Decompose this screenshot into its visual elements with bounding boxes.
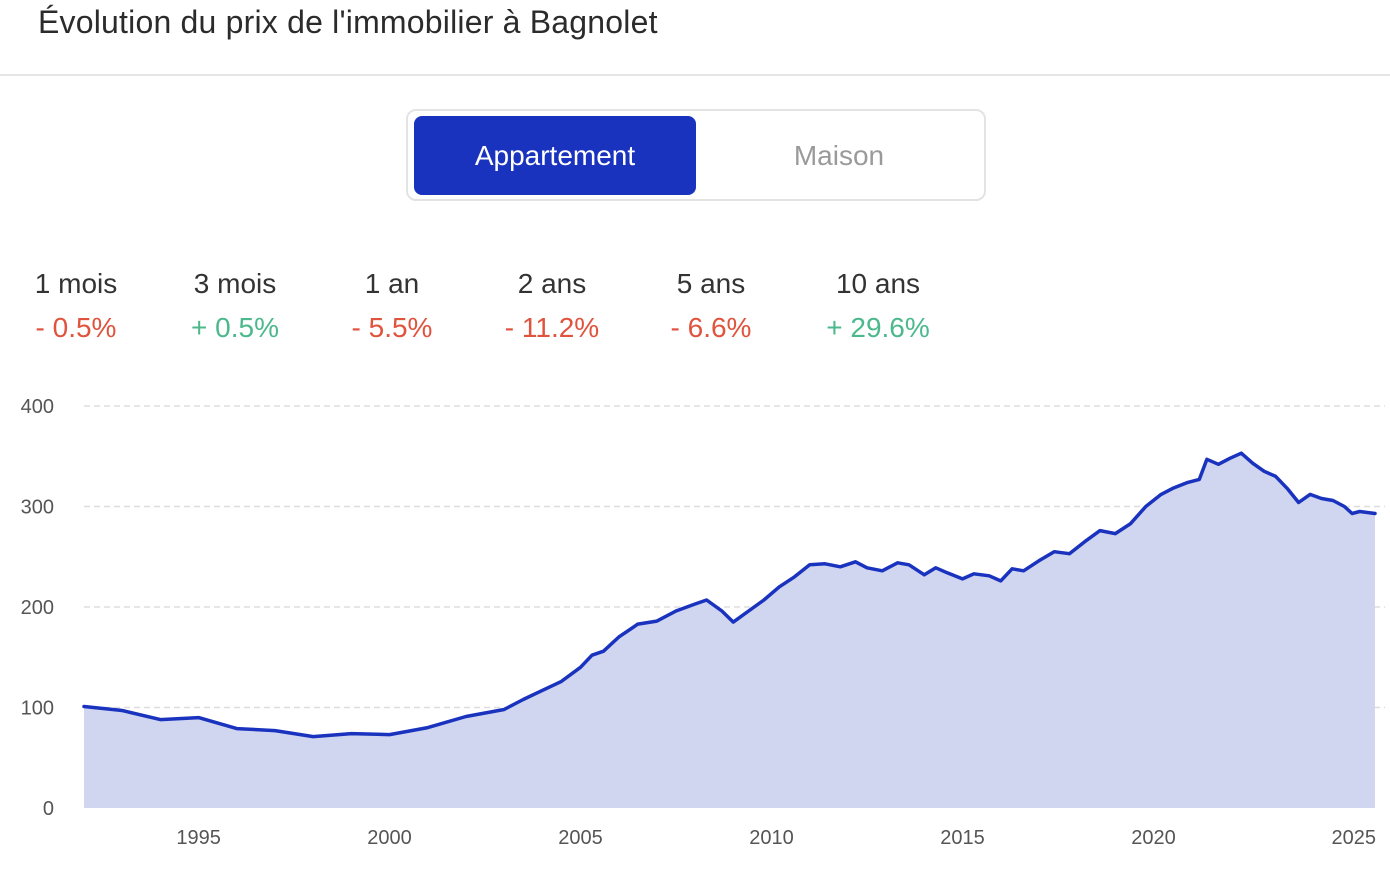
- stat-label: 1 mois: [34, 268, 118, 299]
- page-header: Évolution du prix de l'immobilier à Bagn…: [0, 0, 1390, 76]
- stat-2-ans: 2 ans - 11.2%: [502, 268, 602, 344]
- stat-value: + 0.5%: [191, 312, 279, 343]
- toggle-appartement-button[interactable]: Appartement: [414, 116, 696, 195]
- stat-value: + 29.6%: [826, 312, 930, 343]
- stat-label: 2 ans: [517, 268, 587, 299]
- price-chart-svg: 0 100 200 300 400 1995 2000 2005 2010 2015 2020 202…: [21, 396, 1385, 849]
- toggle-maison-button[interactable]: Maison: [793, 139, 885, 171]
- y-tick-label: 400: [21, 396, 54, 418]
- x-tick-label: 2010: [749, 827, 794, 849]
- page-title: Évolution du prix de l'immobilier à Bagn…: [38, 4, 658, 40]
- stat-value: - 6.6%: [670, 312, 752, 343]
- y-tick-label: 300: [21, 497, 54, 519]
- stat-value: - 0.5%: [35, 312, 117, 343]
- stat-1-mois: 1 mois - 0.5%: [30, 268, 122, 344]
- x-tick-label: 2015: [940, 827, 985, 849]
- x-tick-label: 2005: [558, 827, 603, 849]
- x-tick-label: 2025: [1332, 827, 1377, 849]
- y-tick-label: 200: [21, 597, 54, 619]
- y-tick-label: 100: [21, 698, 54, 720]
- stat-1-an: 1 an - 5.5%: [346, 268, 438, 344]
- stat-label: 1 an: [364, 268, 420, 299]
- price-change-stats: 1 mois - 0.5% 3 mois + 0.5% 1 an - 5.5% …: [0, 268, 1000, 358]
- property-type-toggle: Appartement Maison: [406, 109, 986, 201]
- stat-5-ans: 5 ans - 6.6%: [664, 268, 758, 344]
- stat-3-mois: 3 mois + 0.5%: [186, 268, 284, 344]
- x-tick-label: 2000: [367, 827, 412, 849]
- price-area: [84, 453, 1375, 808]
- price-chart: 0 100 200 300 400 1995 2000 2005 2010 2015 2020 202…: [0, 380, 1390, 868]
- y-tick-label: 0: [43, 798, 54, 820]
- stat-label: 3 mois: [193, 268, 277, 299]
- stat-value: - 11.2%: [504, 312, 600, 343]
- stat-label: 10 ans: [835, 268, 921, 299]
- stat-label: 5 ans: [676, 268, 746, 299]
- price-line: [82, 451, 1377, 739]
- stat-value: - 5.5%: [351, 312, 433, 343]
- x-tick-label: 2020: [1131, 827, 1176, 849]
- x-tick-label: 1995: [176, 827, 221, 849]
- stat-10-ans: 10 ans + 29.6%: [820, 268, 936, 344]
